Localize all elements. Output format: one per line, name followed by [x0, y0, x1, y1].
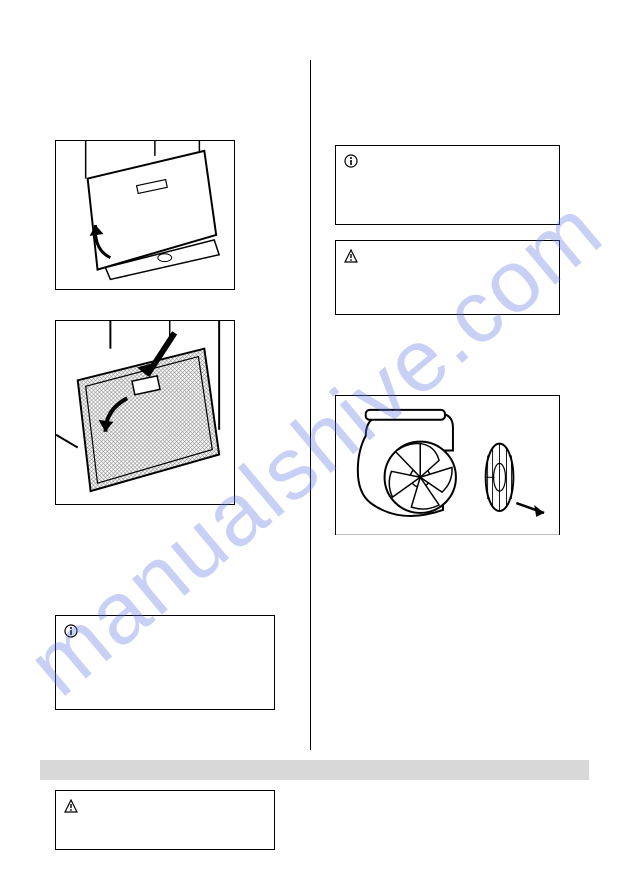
warning-icon — [64, 799, 78, 813]
manual-page: manualshive.com — [0, 0, 629, 893]
panel-removal-illustration — [56, 141, 234, 289]
figure-mesh-filter — [55, 320, 235, 505]
warning-callout-right — [335, 240, 560, 315]
figure-motor-filter — [335, 395, 560, 535]
warning-icon — [344, 249, 358, 263]
info-callout-left — [55, 615, 275, 710]
warning-callout-bottom — [55, 790, 275, 850]
column-divider — [310, 60, 311, 750]
figure-panel-removal — [55, 140, 235, 290]
info-icon — [64, 624, 78, 638]
mesh-filter-illustration — [56, 321, 234, 504]
motor-filter-illustration — [336, 396, 559, 535]
info-icon — [344, 154, 358, 168]
section-divider-bar — [40, 760, 589, 780]
info-callout-right — [335, 145, 560, 225]
